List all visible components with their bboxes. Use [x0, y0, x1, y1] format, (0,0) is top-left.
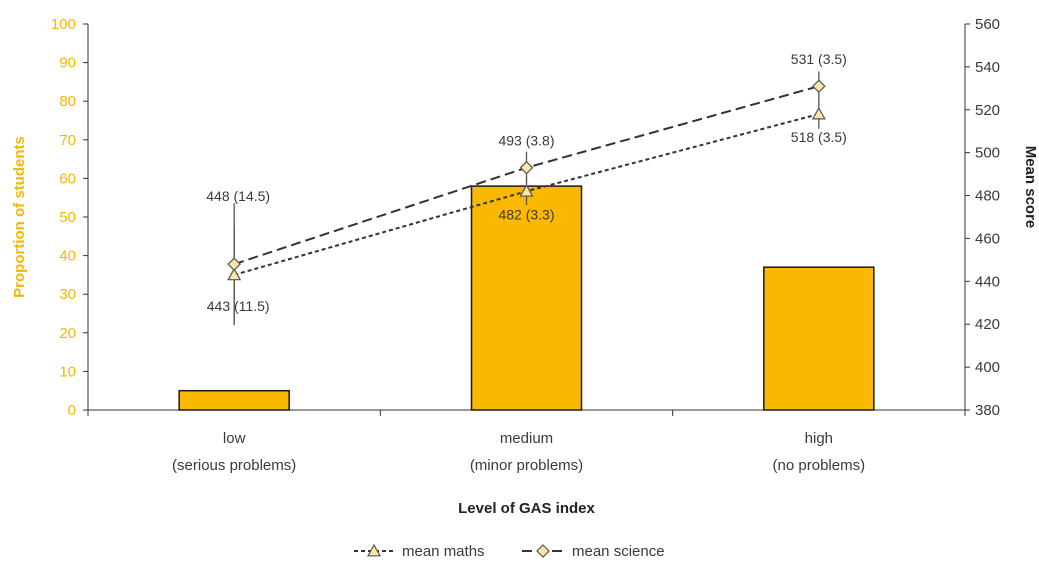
marker-triangle-1 — [519, 184, 534, 197]
data-label-1-1: 493 (3.8) — [498, 133, 554, 149]
right-tick-label: 520 — [975, 102, 1000, 119]
data-label-0-2: 518 (3.5) — [791, 129, 847, 145]
left-tick-label: 100 — [51, 16, 76, 33]
right-tick-label: 500 — [975, 145, 1000, 162]
left-tick-label: 80 — [59, 93, 76, 110]
legend-marker-science — [536, 544, 550, 558]
marker-diamond-1 — [519, 160, 534, 175]
category-label-line1: low — [223, 430, 246, 447]
marker-diamond-0 — [227, 257, 242, 272]
data-label-1-2: 531 (3.5) — [791, 51, 847, 67]
left-tick-label: 90 — [59, 55, 76, 72]
left-tick-label: 0 — [68, 402, 76, 419]
data-label-1-0: 448 (14.5) — [206, 188, 270, 204]
left-tick-label: 30 — [59, 286, 76, 303]
right-tick-label: 480 — [975, 188, 1000, 205]
right-axis-title: Mean score — [1022, 146, 1039, 229]
category-label-line1: medium — [500, 430, 553, 447]
left-axis-title: Proportion of students — [11, 136, 28, 298]
category-label-line1: high — [805, 430, 833, 447]
left-tick-label: 50 — [59, 209, 76, 226]
legend-label-maths: mean maths — [402, 543, 485, 560]
legend-marker-maths — [366, 543, 382, 557]
marker-diamond-2 — [811, 79, 826, 94]
legend-label-science: mean science — [572, 543, 665, 560]
category-label-line2: (serious problems) — [172, 457, 296, 474]
marker-triangle-0 — [227, 267, 242, 281]
left-tick-label: 60 — [59, 170, 76, 187]
left-tick-label: 70 — [59, 132, 76, 149]
category-label-line2: (no problems) — [773, 457, 866, 474]
right-tick-label: 460 — [975, 230, 1000, 247]
right-tick-label: 440 — [975, 273, 1000, 290]
left-tick-label: 20 — [59, 325, 76, 342]
left-tick-label: 40 — [59, 248, 76, 265]
bar-2 — [763, 266, 875, 411]
data-label-0-0: 443 (11.5) — [207, 298, 270, 314]
right-tick-label: 380 — [975, 402, 1000, 419]
bar-1 — [470, 185, 583, 411]
right-tick-label: 560 — [975, 16, 1000, 33]
right-tick-label: 420 — [975, 316, 1000, 333]
marker-triangle-2 — [811, 106, 826, 120]
category-label-line2: (minor problems) — [470, 457, 583, 474]
bar-0 — [178, 389, 290, 411]
right-tick-label: 400 — [975, 359, 1000, 376]
left-tick-label: 10 — [59, 363, 76, 380]
x-axis-title: Level of GAS index — [458, 500, 595, 517]
right-tick-label: 540 — [975, 59, 1000, 76]
data-label-0-1: 482 (3.3) — [498, 206, 554, 222]
